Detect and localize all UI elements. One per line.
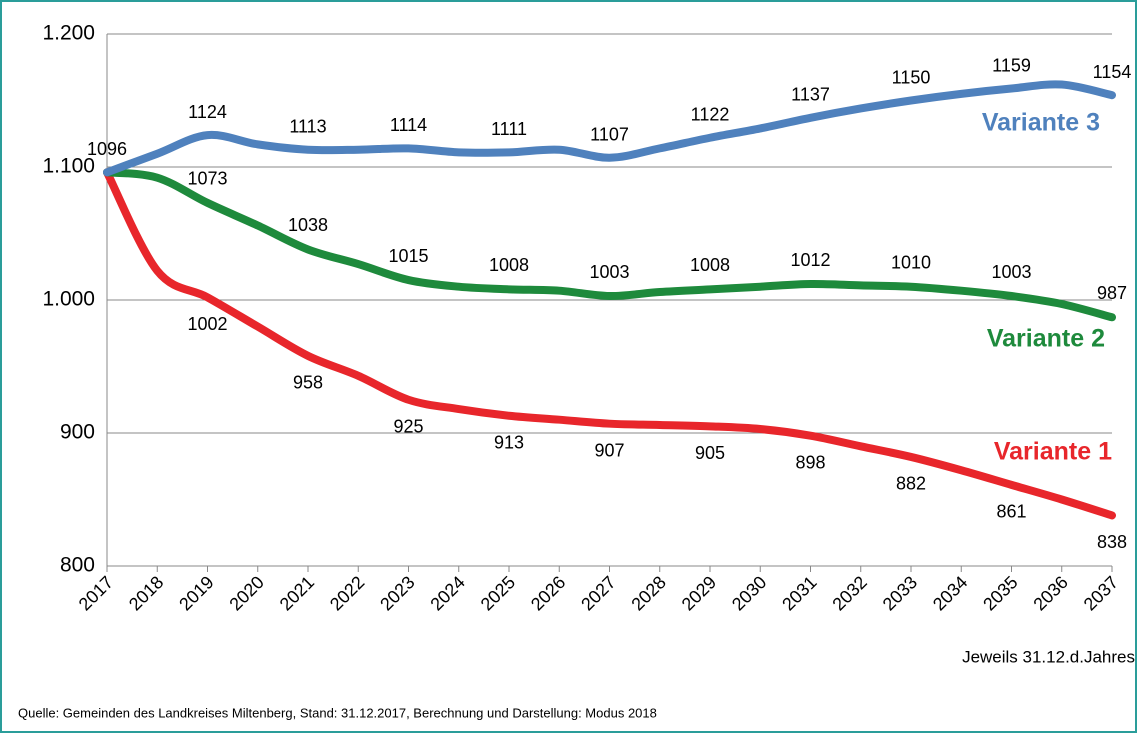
- data-label: 861: [996, 502, 1026, 522]
- x-tick-label: 2030: [728, 572, 770, 614]
- data-label: 905: [695, 443, 725, 463]
- data-label: 958: [293, 373, 323, 393]
- x-tick-label: 2036: [1029, 572, 1071, 614]
- data-label: 1038: [288, 215, 328, 235]
- y-tick-label: 800: [60, 554, 95, 577]
- y-tick-label: 1.100: [42, 155, 95, 178]
- data-label: 882: [896, 474, 926, 494]
- x-tick-label: 2026: [527, 572, 569, 614]
- data-label: 1015: [388, 246, 428, 266]
- note: Jeweils 31.12.d.Jahres: [962, 647, 1135, 666]
- data-label: 1113: [289, 116, 326, 136]
- x-tick-label: 2032: [828, 572, 870, 614]
- source: Quelle: Gemeinden des Landkreises Milten…: [18, 705, 657, 720]
- x-tick-label: 2027: [577, 572, 619, 614]
- y-tick-label: 1.200: [42, 22, 95, 45]
- series-name: Variante 3: [982, 109, 1100, 137]
- data-label: 907: [594, 440, 624, 460]
- data-label: 838: [1097, 532, 1127, 552]
- data-label: 1107: [590, 124, 629, 144]
- x-tick-label: 2035: [979, 572, 1021, 614]
- data-label: 1150: [892, 67, 931, 87]
- x-tick-label: 2031: [778, 572, 820, 614]
- data-label: 987: [1097, 283, 1127, 303]
- series-name: Variante 1: [994, 438, 1112, 466]
- series-line: [103, 168, 1116, 322]
- data-label: 898: [795, 452, 825, 472]
- x-tick-label: 2023: [376, 572, 418, 614]
- x-tick-label: 2025: [477, 572, 519, 614]
- x-tick-label: 2024: [426, 572, 468, 614]
- data-label: 1114: [390, 115, 427, 135]
- data-label: 1154: [1093, 62, 1132, 82]
- x-tick-label: 2020: [225, 572, 267, 614]
- series-name: Variante 2: [987, 325, 1105, 353]
- data-label: 1122: [691, 104, 730, 124]
- series-line: [103, 80, 1116, 177]
- data-label: 1124: [188, 102, 227, 122]
- x-tick-label: 2029: [678, 572, 720, 614]
- data-label: 1008: [690, 255, 730, 275]
- x-tick-label: 2022: [326, 572, 368, 614]
- data-label: 1008: [489, 255, 529, 275]
- x-tick-label: 2017: [75, 572, 117, 614]
- data-label: 1111: [491, 119, 527, 139]
- data-label: 1159: [992, 55, 1031, 75]
- data-label: 1137: [791, 85, 830, 105]
- x-tick-label: 2028: [627, 572, 669, 614]
- x-tick-label: 2037: [1080, 572, 1122, 614]
- y-tick-label: 900: [60, 421, 95, 444]
- data-label: 1003: [991, 262, 1031, 282]
- data-label: 913: [494, 432, 524, 452]
- y-tick-label: 1.000: [42, 288, 95, 311]
- data-label: 1012: [790, 250, 830, 270]
- x-tick-label: 2021: [276, 572, 318, 614]
- x-tick-label: 2033: [879, 572, 921, 614]
- data-label: 1073: [187, 169, 227, 189]
- data-label: 925: [393, 417, 423, 437]
- x-tick-label: 2034: [929, 572, 971, 614]
- series-line: [103, 168, 1116, 520]
- data-label: 1003: [589, 262, 629, 282]
- data-label: 1010: [891, 252, 931, 272]
- x-tick-label: 2018: [125, 572, 167, 614]
- data-label: 1002: [187, 314, 227, 334]
- x-tick-label: 2019: [175, 572, 217, 614]
- data-label: 1096: [87, 139, 127, 159]
